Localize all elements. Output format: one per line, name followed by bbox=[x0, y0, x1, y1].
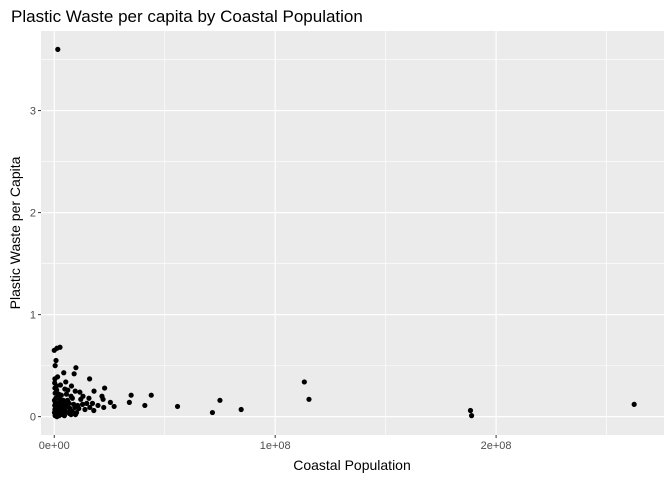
data-point bbox=[52, 376, 58, 382]
minor-gridlines bbox=[41, 31, 664, 435]
data-point bbox=[91, 407, 97, 414]
x-axis-title: Coastal Population bbox=[293, 457, 411, 473]
data-point bbox=[468, 413, 475, 419]
y-tick-label: 2 bbox=[30, 208, 36, 220]
data-point bbox=[148, 392, 154, 398]
data-point bbox=[301, 379, 307, 385]
data-point bbox=[128, 392, 134, 398]
data-point bbox=[68, 383, 75, 389]
data-point bbox=[467, 407, 474, 414]
chart-title: Plastic Waste per capita by Coastal Popu… bbox=[11, 7, 363, 26]
data-point bbox=[631, 401, 637, 407]
data-point bbox=[55, 46, 61, 52]
data-point bbox=[52, 363, 58, 369]
data-point bbox=[77, 389, 83, 395]
data-point bbox=[56, 413, 62, 419]
data-point bbox=[53, 357, 59, 364]
data-point bbox=[79, 401, 86, 407]
data-point bbox=[65, 387, 71, 393]
data-point bbox=[238, 406, 244, 413]
data-point bbox=[63, 391, 70, 397]
x-tick-label: 2e+08 bbox=[481, 440, 512, 452]
data-point bbox=[71, 371, 77, 377]
data-point bbox=[91, 388, 97, 394]
data-point bbox=[126, 399, 132, 405]
data-point bbox=[84, 400, 90, 406]
y-axis-title: Plastic Waste per Capita bbox=[7, 156, 23, 309]
data-point bbox=[61, 413, 68, 419]
data-point bbox=[73, 365, 79, 371]
data-point bbox=[78, 396, 84, 402]
tick-labels: 0e+00 1e+08 2e+08 0 1 2 3 bbox=[30, 106, 512, 452]
data-point bbox=[101, 404, 107, 411]
data-point bbox=[306, 396, 312, 402]
data-point bbox=[217, 397, 223, 403]
data-point bbox=[76, 405, 82, 412]
y-tick-label: 1 bbox=[30, 310, 36, 322]
data-point bbox=[72, 388, 78, 394]
data-point bbox=[82, 406, 88, 413]
data-point bbox=[209, 409, 216, 416]
y-tick-label: 0 bbox=[30, 412, 36, 424]
data-point bbox=[102, 385, 108, 391]
data-point bbox=[57, 344, 63, 350]
data-point bbox=[72, 411, 79, 418]
data-point bbox=[174, 403, 181, 410]
data-point bbox=[87, 404, 93, 411]
x-tick-label: 1e+08 bbox=[260, 440, 291, 452]
x-tick-label: 0e+00 bbox=[39, 440, 70, 452]
data-point bbox=[111, 403, 117, 410]
data-point bbox=[107, 399, 113, 405]
data-point bbox=[100, 396, 106, 402]
data-point bbox=[86, 395, 92, 401]
plot-panel bbox=[41, 31, 664, 435]
data-point bbox=[63, 379, 69, 385]
data-point bbox=[95, 402, 101, 409]
data-point bbox=[89, 400, 96, 406]
data-point bbox=[142, 402, 148, 409]
data-point bbox=[57, 382, 64, 388]
data-point bbox=[87, 376, 93, 382]
axis-ticks bbox=[38, 110, 497, 438]
data-point bbox=[68, 411, 74, 418]
data-point bbox=[61, 370, 67, 376]
data-point bbox=[69, 395, 75, 401]
major-gridlines bbox=[41, 31, 664, 435]
data-points bbox=[51, 46, 637, 420]
y-tick-label: 3 bbox=[30, 106, 36, 118]
